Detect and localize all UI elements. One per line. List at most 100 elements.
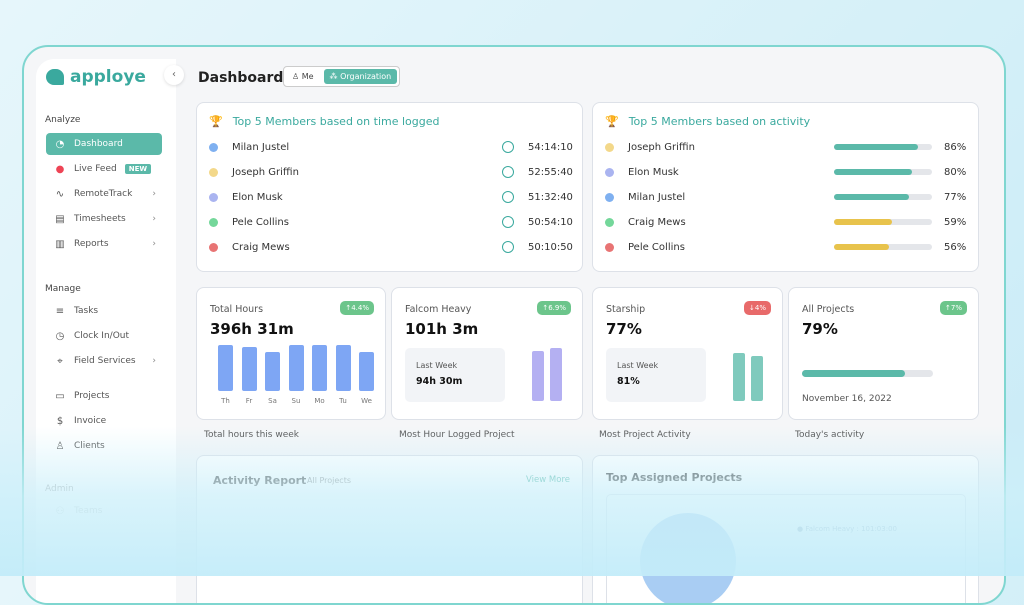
pulse-icon: ∿	[55, 188, 65, 200]
section-admin: Admin	[45, 484, 74, 494]
stat-label: Falcom Heavy	[405, 304, 472, 315]
caption: Most Project Activity	[599, 430, 691, 440]
starship-card: Starship 77% ↓4% Last Week 81%	[592, 287, 783, 420]
caption: Most Hour Logged Project	[399, 430, 515, 440]
app-window: apploye Analyze ◔ Dashboard ● Live Feed NEW ∿…	[22, 45, 1006, 605]
caption: Total hours this week	[204, 430, 299, 440]
member-pct: 56%	[944, 241, 967, 253]
sidebar-item-remotetrack[interactable]: ∿ RemoteTrack ›	[46, 183, 162, 205]
sidebar-item-teams[interactable]: ⚇ Teams	[46, 500, 162, 522]
last-week-label: Last Week	[617, 361, 659, 370]
day-bar	[265, 351, 280, 391]
member-row: Pele Collins 50:54:10	[209, 214, 573, 230]
day-label: Tu	[339, 397, 347, 405]
toggle-organization[interactable]: ⁂ Organization	[323, 69, 398, 84]
card-title: Activity Report	[213, 474, 307, 487]
sidebar-item-label: Dashboard	[74, 139, 123, 149]
sidebar-item-invoice[interactable]: $ Invoice	[46, 410, 162, 432]
activity-bar-fill	[834, 144, 919, 150]
member-pct: 77%	[944, 191, 967, 203]
day-bar	[335, 345, 351, 391]
member-color-dot	[209, 167, 218, 177]
member-row: Elon Musk 80%	[605, 164, 966, 180]
member-name: Elon Musk	[232, 191, 283, 203]
chevron-right-icon: ›	[152, 214, 156, 224]
stat-value: 396h 31m	[210, 320, 294, 338]
top-time-card: 🏆 Top 5 Members based on time logged Mila…	[196, 102, 583, 272]
sidebar-item-label: Projects	[74, 391, 110, 401]
clock-icon	[502, 166, 514, 178]
member-color-dot	[605, 142, 614, 152]
clock-icon	[502, 241, 514, 253]
day-label: Mo	[314, 397, 325, 405]
day-bar	[218, 345, 233, 391]
logo: apploye	[46, 67, 146, 87]
activity-report-card: Activity Report All Projects View More	[196, 455, 583, 603]
new-badge: NEW	[124, 164, 152, 174]
sidebar-item-label: Live Feed	[74, 164, 117, 174]
caption: Today's activity	[795, 430, 865, 440]
invoice-icon: $	[56, 415, 64, 427]
stat-label: Starship	[606, 304, 646, 315]
member-time: 50:54:10	[528, 216, 573, 228]
list-icon: ≡	[55, 305, 65, 317]
sidebar-item-live-feed[interactable]: ● Live Feed NEW	[46, 158, 162, 180]
this-week-bar	[751, 356, 763, 401]
view-more-link[interactable]: View More	[526, 475, 570, 485]
sidebar-item-clock-in-out[interactable]: ◷ Clock In/Out	[46, 325, 162, 347]
member-name: Craig Mews	[628, 216, 686, 228]
day-bar	[288, 345, 304, 391]
member-row: Milan Justel 54:14:10	[209, 139, 573, 155]
member-color-dot	[209, 217, 218, 227]
change-badge: ↑4.4%	[340, 301, 374, 315]
sidebar-item-reports[interactable]: ▥ Reports ›	[46, 233, 162, 255]
member-row: Joseph Griffin 52:55:40	[209, 164, 573, 180]
sidebar-item-clients[interactable]: ♙ Clients	[46, 435, 162, 457]
scope-toggle: ♙ Me ⁂ Organization	[283, 66, 401, 87]
member-time: 51:32:40	[528, 191, 573, 203]
project-filter[interactable]: All Projects	[307, 476, 351, 485]
card-title: Top Assigned Projects	[606, 471, 743, 484]
chevron-right-icon: ›	[152, 239, 156, 249]
member-pct: 80%	[944, 166, 967, 178]
sidebar-item-tasks[interactable]: ≡ Tasks	[46, 300, 162, 322]
toggle-me[interactable]: ♙ Me	[292, 72, 314, 81]
chevron-right-icon: ›	[152, 189, 156, 199]
sidebar-item-field-services[interactable]: ⌖ Field Services ›	[46, 350, 162, 372]
collapse-sidebar-button[interactable]: ‹	[164, 65, 184, 85]
member-name: Pele Collins	[628, 241, 685, 253]
member-time: 54:14:10	[528, 141, 573, 153]
activity-bar	[834, 244, 932, 250]
sidebar-item-projects[interactable]: ▭ Projects	[46, 385, 162, 407]
total-hours-card: Total Hours 396h 31m ↑4.4% Th Fr Sa Su Mo Tu W…	[196, 287, 386, 420]
sidebar-item-dashboard[interactable]: ◔ Dashboard	[46, 133, 162, 155]
logo-icon	[46, 69, 64, 85]
change-badge: ↑6.9%	[537, 301, 571, 315]
trophy-icon: 🏆	[209, 115, 223, 128]
sidebar-item-label: Tasks	[74, 306, 99, 316]
sidebar-item-label: RemoteTrack	[74, 189, 133, 199]
date-label: November 16, 2022	[802, 394, 892, 404]
top-activity-card: 🏆 Top 5 Members based on activity Joseph …	[592, 102, 979, 272]
day-label: We	[361, 397, 372, 405]
member-name: Craig Mews	[232, 241, 290, 253]
gauge-icon: ◔	[55, 138, 65, 150]
activity-bar	[834, 194, 932, 200]
last-week-label: Last Week	[416, 361, 458, 370]
clock-icon: ◷	[55, 330, 65, 342]
section-manage: Manage	[45, 284, 81, 294]
member-row: Craig Mews 50:10:50	[209, 239, 573, 255]
member-color-dot	[209, 242, 218, 252]
member-color-dot	[605, 167, 614, 177]
live-dot-icon: ●	[55, 163, 65, 175]
sidebar-item-timesheets[interactable]: ▤ Timesheets ›	[46, 208, 162, 230]
location-icon: ⌖	[57, 355, 63, 367]
document-icon: ▭	[55, 390, 65, 402]
activity-bar-fill	[834, 244, 889, 250]
member-row: Pele Collins 56%	[605, 239, 966, 255]
day-label: Su	[291, 397, 301, 405]
sidebar-item-label: Timesheets	[74, 214, 126, 224]
day-bar	[359, 352, 374, 391]
legend-item: ● Falcom Heavy : 101:03:00	[797, 525, 897, 533]
sidebar: apploye Analyze ◔ Dashboard ● Live Feed NEW ∿…	[36, 59, 176, 603]
